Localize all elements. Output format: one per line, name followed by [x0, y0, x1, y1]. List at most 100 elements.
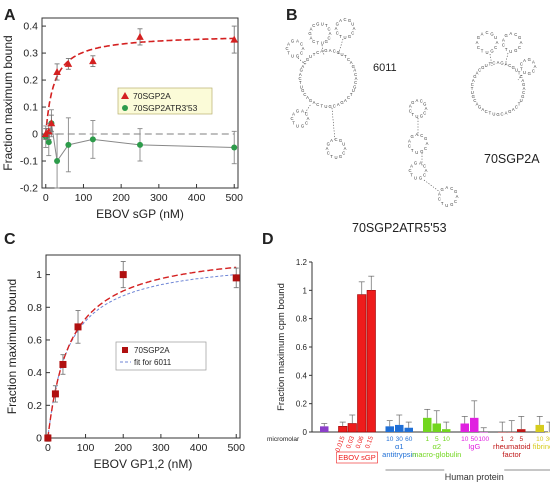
nucleotide-label: G	[339, 154, 342, 159]
nucleotide-label: G	[348, 18, 351, 23]
nucleotide-label: A	[353, 68, 356, 73]
bar	[385, 426, 394, 432]
nucleotide-label: T	[350, 92, 353, 97]
chart-a: 0 100 200 300 400 500 -0.2 -0.1 0 0.1 0.2 0.3 0.4 EBO…	[1, 17, 243, 221]
nucleotide-label: C	[515, 104, 518, 109]
nucleotide-label: G	[478, 104, 481, 109]
concentration-label: 1	[425, 436, 429, 443]
nucleotide-label: A	[313, 100, 316, 105]
nucleotide-label: U	[414, 176, 417, 181]
legend-label: 70SGP2ATR3'53	[133, 103, 198, 113]
nucleotide-label: U	[485, 50, 488, 55]
nucleotide-label: A	[299, 72, 302, 77]
x-axis-label: EBOV GP1,2 (nM)	[94, 457, 193, 471]
x-axis-label: EBOV sGP (nM)	[96, 207, 184, 221]
nucleotide-label: G	[325, 39, 328, 44]
nucleotide-label: C	[327, 27, 330, 32]
nucleotide-label: C	[327, 35, 330, 40]
nucleotide-label: C	[518, 45, 521, 50]
y-tick-label: 0.2	[296, 400, 308, 409]
nucleotide-label: G	[316, 21, 319, 26]
panel-label-c: C	[4, 231, 16, 248]
nucleotide-label: T	[518, 71, 521, 76]
nucleotide-label: T	[489, 111, 492, 116]
nucleotide-label: C	[514, 32, 517, 37]
nucleotide-label: G	[512, 65, 515, 70]
y-tick-label: 0.6	[296, 343, 308, 352]
panel-label-b: B	[286, 7, 298, 24]
nucleotide-label: G	[472, 94, 475, 99]
data-point	[51, 390, 59, 398]
nucleotide-label: G	[424, 136, 427, 141]
nucleotide-label: C	[520, 62, 523, 67]
data-point	[136, 32, 144, 40]
concentration-label: 0.03	[345, 435, 356, 450]
nucleotide-label: G	[414, 160, 417, 165]
structure-label: 6011	[373, 62, 397, 74]
data-point	[47, 119, 56, 127]
nucleotide-label: T	[505, 47, 508, 52]
nucleotide-label: C	[336, 31, 339, 36]
nucleotide-label: G	[300, 68, 303, 73]
legend-box	[117, 87, 213, 115]
nucleotide-label: G	[309, 98, 312, 103]
nucleotide-label: A	[497, 60, 500, 65]
nucleotide-label: A	[409, 104, 412, 109]
data-point	[44, 127, 53, 135]
nucleotide-label: C	[494, 45, 497, 50]
x-tick-label: 100	[75, 192, 93, 204]
nucleotide-label: C	[305, 111, 308, 116]
nucleotide-label: C	[501, 112, 504, 117]
legend-marker	[122, 105, 128, 111]
nucleotide-label: A	[410, 163, 413, 168]
legend: 70SGP2A 70SGP2ATR3'53	[117, 87, 213, 115]
nucleotide-label: C	[312, 23, 315, 28]
nucleotide-label: C	[342, 151, 345, 156]
nucleotide-label: G	[440, 187, 443, 192]
y-tick-label: 0	[303, 428, 308, 437]
concentration-label: 2	[510, 436, 514, 443]
nucleotide-label: G	[423, 102, 426, 107]
nucleotide-label: C	[409, 108, 412, 113]
nucleotide-label: A	[532, 60, 535, 65]
nucleotide-label: G	[490, 49, 493, 54]
stem	[321, 44, 325, 56]
x-tick-label: 0	[45, 442, 51, 454]
nucleotide-label: A	[481, 107, 484, 112]
nucleotide-label: A	[472, 78, 475, 83]
nucleotide-label: C	[423, 163, 426, 168]
bar	[470, 417, 479, 432]
nucleotide-label: U	[321, 21, 324, 26]
nucleotide-label: G	[477, 35, 480, 40]
nucleotide-label: G	[336, 22, 339, 27]
nucleotide-label: A	[476, 101, 479, 106]
nucleotide-label: C	[316, 102, 319, 107]
panel-label-a: A	[4, 7, 16, 24]
group-label: EBOV sGP	[338, 453, 376, 462]
y-tick-label: 0.2	[27, 400, 42, 412]
nucleotide-label: G	[528, 71, 531, 76]
nucleotide-label: A	[509, 31, 512, 36]
nucleotide-label: A	[523, 58, 526, 63]
bar	[404, 427, 413, 432]
stem	[423, 179, 441, 193]
y-tick-label: 0.4	[27, 367, 42, 379]
data-point	[89, 57, 97, 65]
nucleotide-label: A	[353, 26, 356, 31]
x-tick-label: 300	[150, 192, 168, 204]
group-label: α2 macro-globulin	[412, 442, 461, 459]
nucleotide-label: U	[309, 54, 312, 59]
concentration-label: 30	[546, 436, 550, 443]
nucleotide-label: C	[285, 46, 288, 51]
nucleotide-label: A	[337, 102, 340, 107]
nucleotide-label: G	[348, 34, 351, 39]
group-label-box	[336, 451, 378, 464]
nucleotide-label: G	[504, 33, 507, 38]
nucleotide-label: T	[471, 86, 474, 91]
nucleotide-label: A	[415, 132, 418, 137]
nucleotide-label: A	[355, 76, 358, 81]
x-tick-label: 200	[114, 442, 132, 454]
y-tick-label: 0	[36, 433, 42, 445]
nucleotide-label: C	[303, 92, 306, 97]
nucleotide-label: C	[502, 43, 505, 48]
